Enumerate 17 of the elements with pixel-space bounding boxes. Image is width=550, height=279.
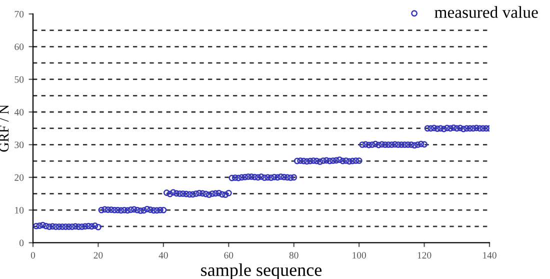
x-tick-label: 60	[224, 252, 234, 259]
y-tick-label: 0	[19, 240, 24, 246]
y-tick-label: 30	[14, 142, 24, 148]
x-tick-label: 20	[94, 252, 103, 259]
y-tick-label: 40	[14, 108, 24, 116]
legend-label: measured value	[434, 6, 538, 18]
y-tick-label: 70	[14, 10, 24, 18]
y-tick-label: 60	[14, 44, 24, 50]
x-tick-label: 40	[158, 252, 168, 259]
y-tick-label: 10	[15, 206, 24, 214]
x-tick-label: 120	[418, 252, 432, 259]
y-tick-label: 50	[14, 76, 24, 83]
x-tick-label: 100	[352, 252, 366, 259]
x-tick-label: 80	[289, 252, 298, 259]
x-tick-label: 0	[30, 252, 36, 259]
y-tick-label: 20	[14, 174, 24, 181]
x-tick-label: 140	[483, 252, 496, 259]
